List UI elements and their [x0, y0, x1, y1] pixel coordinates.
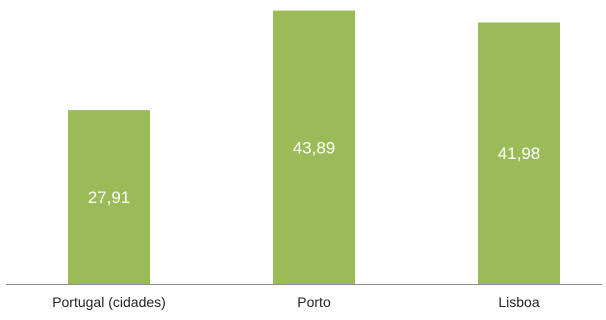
bar-value-label: 27,91 — [88, 188, 131, 207]
value-labels-group: 27,91 43,89 41,98 — [88, 138, 541, 207]
category-label: Lisboa — [498, 294, 539, 310]
bar-value-label: 43,89 — [293, 138, 336, 157]
bar-lisboa — [478, 22, 560, 285]
bar-porto — [273, 10, 355, 284]
bar-portugal-cidades — [68, 110, 150, 284]
bars-group — [68, 10, 560, 285]
bar-value-label: 41,98 — [498, 144, 541, 163]
category-label: Porto — [297, 294, 331, 310]
category-label: Portugal (cidades) — [52, 294, 166, 310]
category-labels-group: Portugal (cidades) Porto Lisboa — [52, 294, 540, 310]
